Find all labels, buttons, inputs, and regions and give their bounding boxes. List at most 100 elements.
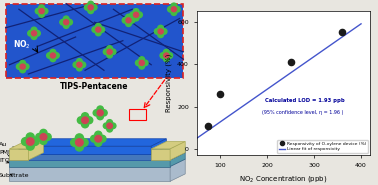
Polygon shape [151,149,170,160]
Circle shape [158,32,164,38]
Polygon shape [28,139,166,146]
Circle shape [130,12,136,18]
Y-axis label: Responsivity (%): Responsivity (%) [165,54,172,112]
Circle shape [42,8,48,14]
Text: TIPS-Pentacene: TIPS-Pentacene [60,82,129,90]
Circle shape [44,133,51,140]
Polygon shape [151,142,185,149]
Circle shape [82,117,88,124]
Circle shape [67,19,73,25]
Circle shape [31,34,37,39]
Circle shape [40,137,47,144]
Circle shape [107,52,113,58]
Circle shape [101,110,107,116]
Polygon shape [151,139,166,154]
Circle shape [63,23,69,28]
Text: PMMA: PMMA [0,150,18,157]
Circle shape [91,5,97,10]
Circle shape [99,135,106,142]
Circle shape [88,5,93,10]
Circle shape [139,57,145,62]
Text: Au: Au [0,142,25,150]
Polygon shape [170,147,185,160]
Circle shape [95,23,101,29]
Circle shape [71,139,79,146]
Circle shape [164,53,169,58]
Circle shape [36,133,43,140]
Circle shape [82,113,88,120]
Circle shape [20,67,26,73]
Polygon shape [9,160,170,166]
Polygon shape [170,159,185,181]
Text: Substrate: Substrate [0,173,29,178]
Circle shape [76,139,83,146]
Circle shape [161,29,167,34]
Circle shape [96,27,101,32]
Polygon shape [28,146,151,154]
Circle shape [50,56,56,62]
Polygon shape [170,142,185,160]
Circle shape [93,110,99,116]
Circle shape [142,60,148,66]
Circle shape [26,138,34,145]
Circle shape [125,21,132,26]
Circle shape [28,31,34,36]
Circle shape [133,15,139,21]
Circle shape [133,9,139,14]
Circle shape [92,27,98,32]
Polygon shape [9,166,170,181]
Circle shape [129,18,135,23]
Circle shape [133,12,139,17]
Circle shape [82,121,88,128]
Circle shape [53,53,59,58]
Circle shape [80,62,86,68]
Circle shape [88,8,94,14]
Circle shape [125,14,132,20]
Circle shape [63,16,69,22]
Polygon shape [9,147,185,154]
Circle shape [76,59,82,64]
Circle shape [31,31,37,36]
Circle shape [35,8,41,14]
Responsivity of O-xylene device (%) [339,31,345,34]
Circle shape [126,18,131,23]
Circle shape [135,60,141,66]
Circle shape [158,25,164,31]
Circle shape [20,60,26,66]
Legend: Responsivity of O-xylene device (%), Linear fit of responsivity: Responsivity of O-xylene device (%), Lin… [277,140,368,153]
Circle shape [39,9,44,14]
Circle shape [103,49,109,55]
Circle shape [16,64,22,69]
Circle shape [95,30,101,36]
Circle shape [64,20,69,25]
Text: (95% confidence level, η = 1.96 ): (95% confidence level, η = 1.96 ) [262,110,343,115]
Circle shape [31,138,39,145]
Responsivity of O-xylene device (%) [217,92,223,95]
Circle shape [22,138,29,145]
Circle shape [97,113,103,120]
Circle shape [95,131,102,138]
Circle shape [163,56,169,62]
Circle shape [167,53,173,58]
Circle shape [23,64,29,69]
Circle shape [40,134,47,140]
Polygon shape [9,153,185,160]
Circle shape [110,49,116,55]
Circle shape [80,139,88,146]
Circle shape [76,65,82,71]
Circle shape [91,135,98,142]
Circle shape [171,7,177,12]
Circle shape [107,126,113,132]
Polygon shape [28,142,43,160]
Circle shape [50,49,56,55]
Circle shape [139,60,144,65]
Circle shape [60,19,66,25]
Circle shape [26,133,34,141]
Circle shape [86,117,93,124]
Circle shape [110,123,116,129]
Circle shape [167,6,174,12]
Polygon shape [9,154,170,160]
Circle shape [75,143,84,151]
Circle shape [158,29,163,34]
Circle shape [73,62,79,68]
